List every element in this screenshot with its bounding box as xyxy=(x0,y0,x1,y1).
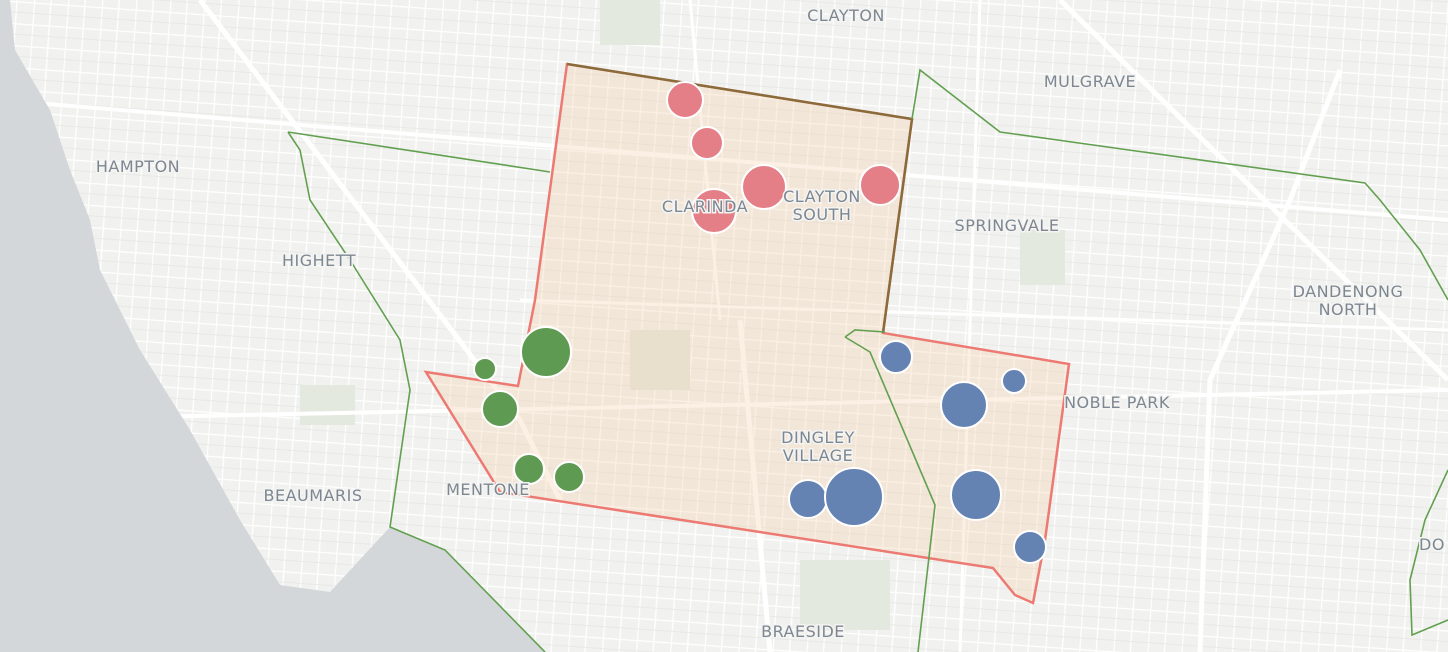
label-line: BRAESIDE xyxy=(761,622,845,641)
place-label: BRAESIDE xyxy=(761,622,845,641)
label-line: HIGHETT xyxy=(282,251,356,270)
label-line: HAMPTON xyxy=(96,157,180,176)
boundary-lines xyxy=(287,68,1448,652)
label-line: MENTONE xyxy=(446,480,530,499)
label-line: NOBLE PARK xyxy=(1064,393,1170,412)
label-line: MULGRAVE xyxy=(1044,72,1136,91)
label-line: CLAYTON xyxy=(783,187,861,206)
place-label: DANDENONG NORTH xyxy=(1293,282,1404,319)
parks xyxy=(300,0,1065,630)
place-label: CLAYTON xyxy=(807,6,885,25)
place-label: HAMPTON xyxy=(96,157,180,176)
place-label: BEAUMARIS xyxy=(264,486,363,505)
place-label: HIGHETT xyxy=(282,251,356,270)
label-line: CLAYTON xyxy=(807,6,885,25)
label-line: BEAUMARIS xyxy=(264,486,363,505)
markers xyxy=(473,81,1047,564)
water xyxy=(0,0,545,652)
place-label: NOBLE PARK xyxy=(1064,393,1170,412)
label-line: CLARINDA xyxy=(662,197,748,216)
place-label: SPRINGVALE xyxy=(955,216,1060,235)
place-label: MENTONE xyxy=(446,480,530,499)
label-line: SOUTH xyxy=(793,205,852,224)
place-label: DINGLEY VILLAGE xyxy=(781,428,855,465)
label-line: DO xyxy=(1419,535,1445,554)
place-labels: CLAYTON MULGRAVE HAMPTON HIGHETT CLARINDA CLA… xyxy=(94,5,1446,643)
label-line: DANDENONG xyxy=(1293,282,1404,301)
label-line: VILLAGE xyxy=(783,446,854,465)
place-label: DO xyxy=(1419,535,1445,554)
place-label: CLAYTON SOUTH xyxy=(783,187,861,224)
label-line: SPRINGVALE xyxy=(955,216,1060,235)
place-label: CLARINDA xyxy=(662,197,748,216)
label-line: NORTH xyxy=(1319,300,1378,319)
place-label: MULGRAVE xyxy=(1044,72,1136,91)
label-line: DINGLEY xyxy=(781,428,855,447)
